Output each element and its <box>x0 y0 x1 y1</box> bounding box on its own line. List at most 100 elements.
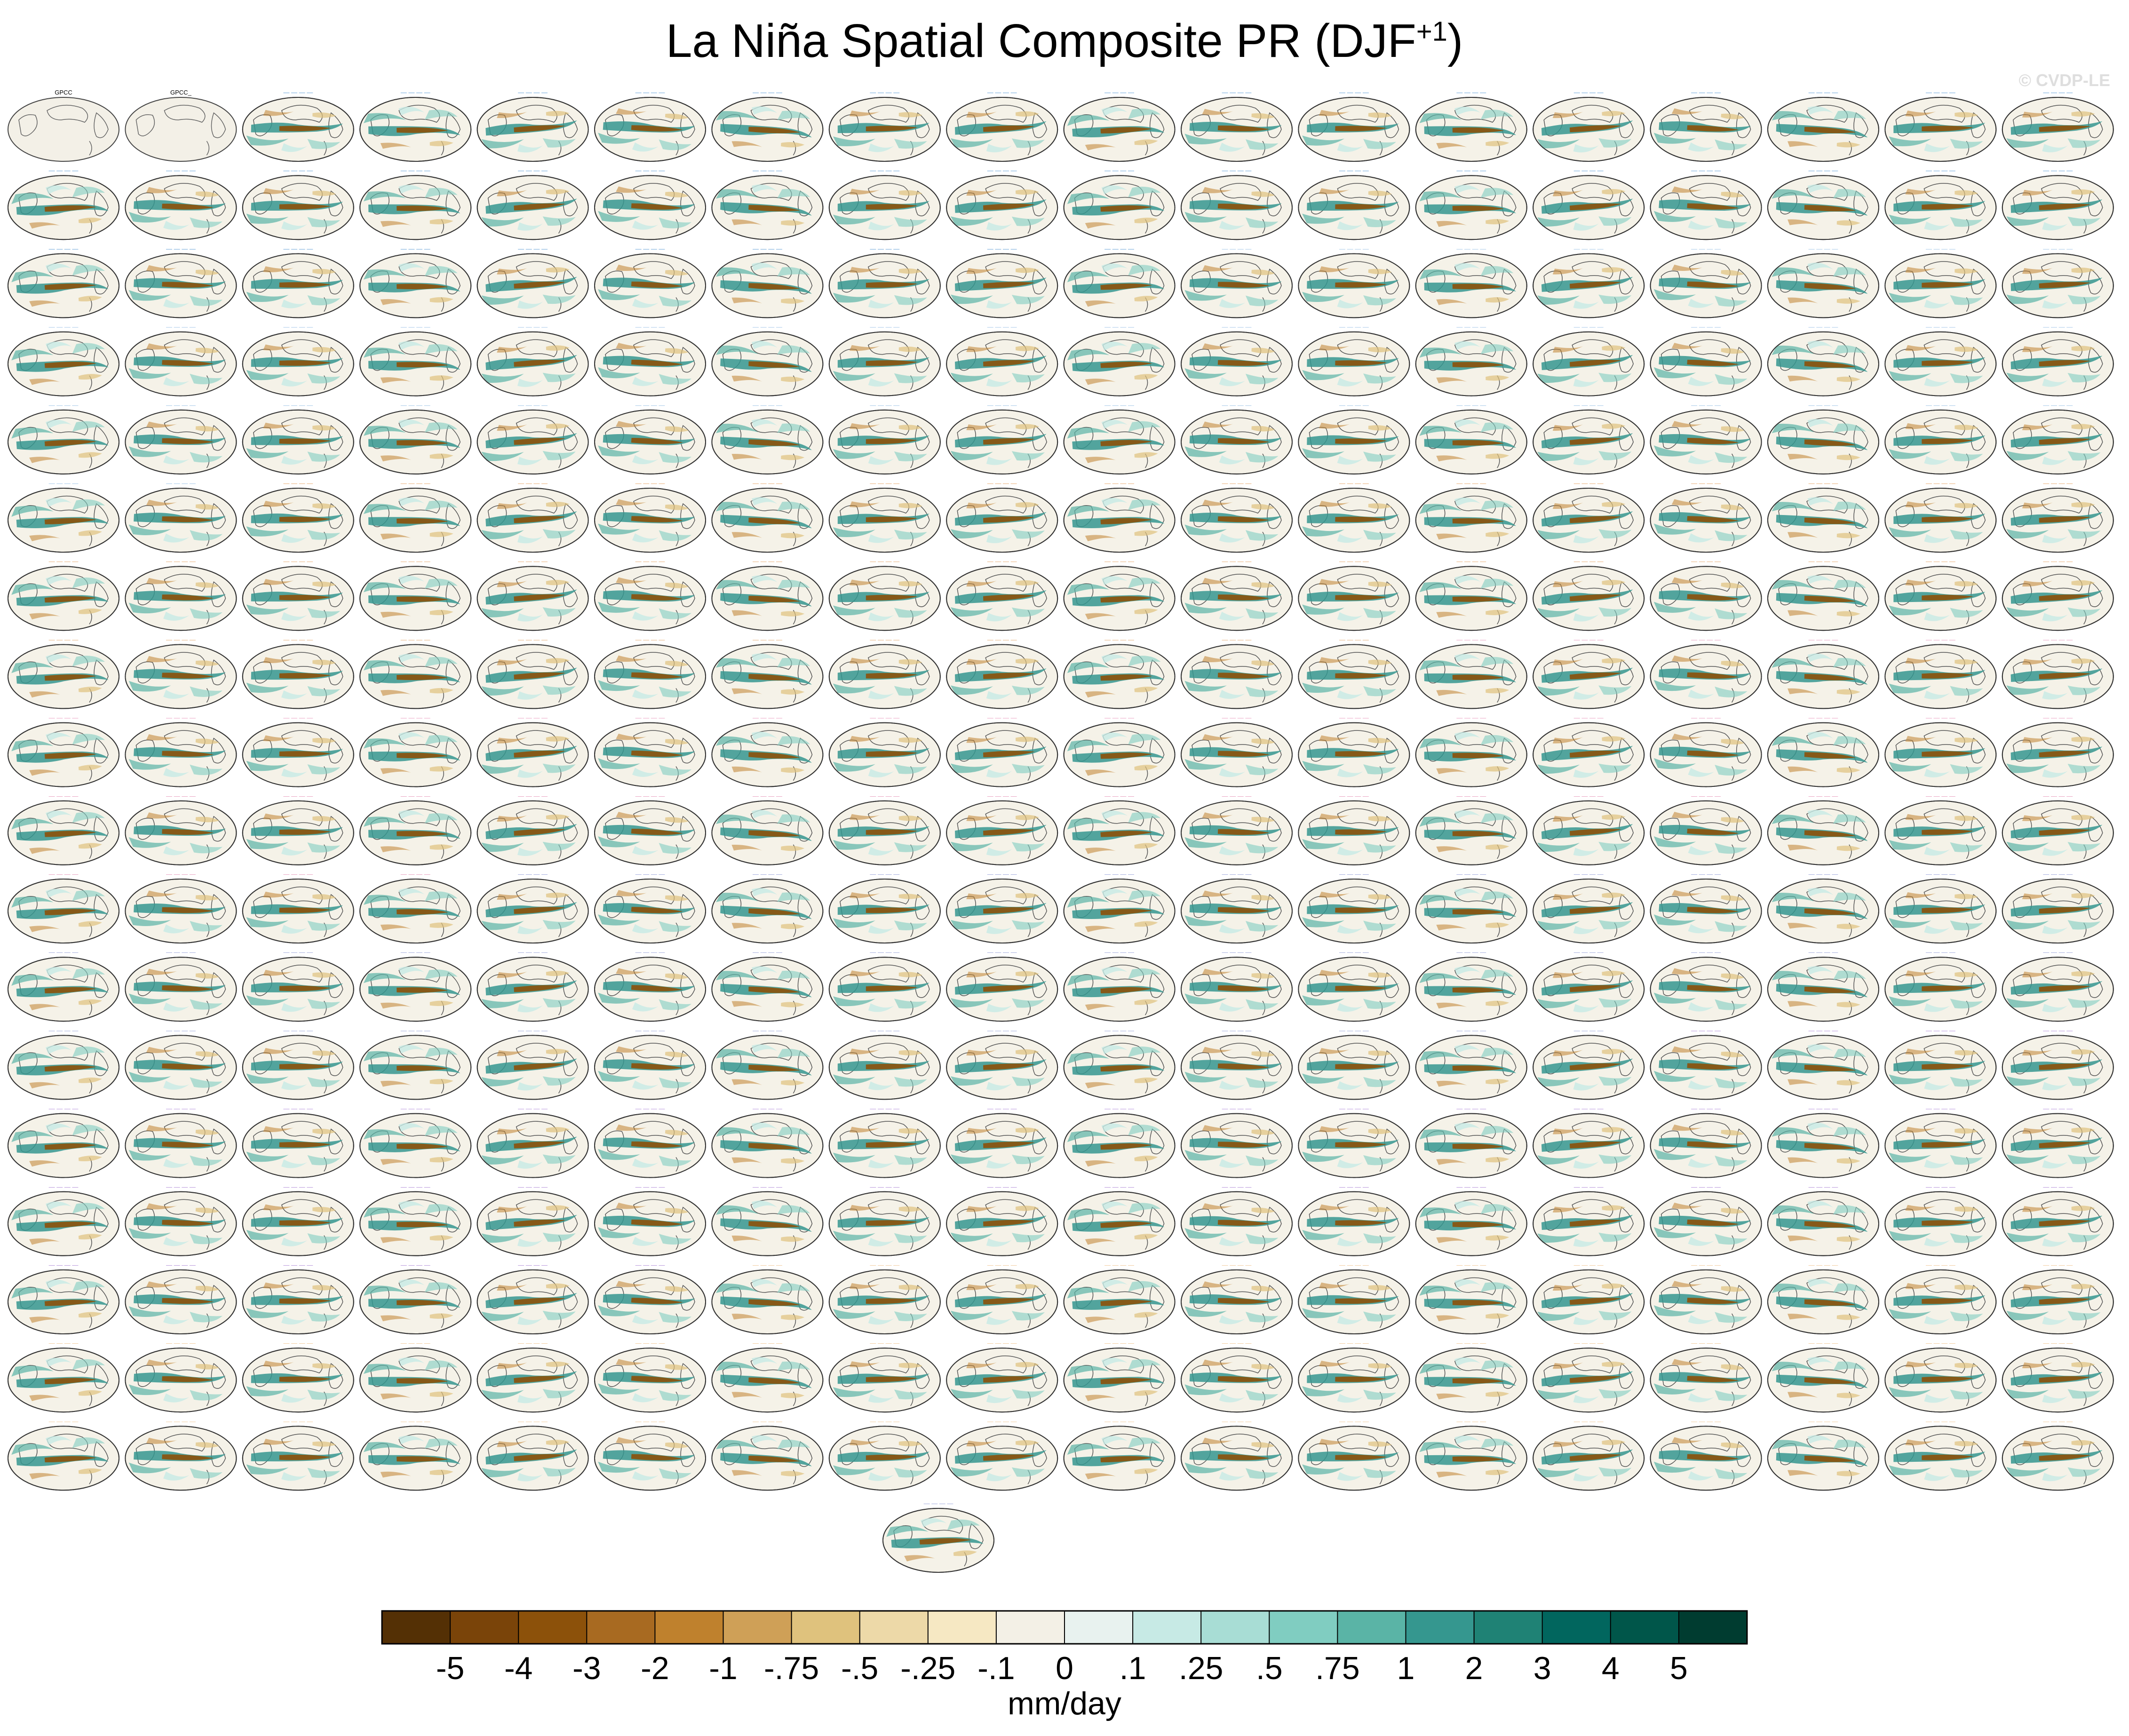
map-panel: — — — — <box>1415 245 1527 318</box>
panel-label: — — — — <box>401 714 430 721</box>
colorbar-tick-label: .5 <box>1256 1650 1283 1686</box>
panel-label: — — — — <box>1456 167 1486 174</box>
panel-label: — — — — <box>870 402 899 409</box>
map-panel: — — — — <box>359 480 472 553</box>
map-panel: — — — — <box>711 245 824 318</box>
panel-label: — — — — <box>49 480 79 487</box>
map-panel: — — — — <box>477 89 589 162</box>
map-panel: — — — — <box>2002 714 2114 787</box>
map-panel: — — — — <box>125 558 237 631</box>
map-panel: — — — — <box>1533 402 1645 475</box>
panel-label: — — — — <box>1222 89 1252 96</box>
panel-label: — — — — <box>753 636 782 643</box>
map-panel: — — — — <box>359 402 472 475</box>
map-panel: — — — — <box>1650 167 1762 240</box>
panel-label: — — — — <box>1809 793 1838 800</box>
map-panel: — — — — <box>1767 480 1879 553</box>
map-panel: — — — — <box>477 871 589 943</box>
title-close: ) <box>1447 15 1463 67</box>
map-panel: — — — — <box>359 636 472 709</box>
colorbar-tick-label: -.25 <box>900 1650 955 1686</box>
panel-label: — — — — <box>1809 245 1838 252</box>
map-panel: — — — — <box>1181 480 1293 553</box>
map-panel: — — — — <box>1415 89 1527 162</box>
map-panel: — — — — <box>946 480 1058 553</box>
map-panel: — — — — <box>125 636 237 709</box>
map-panel: — — — — <box>828 636 941 709</box>
panel-label: — — — — <box>401 558 430 565</box>
panel-label: — — — — <box>49 871 79 878</box>
panel-label: — — — — <box>636 636 665 643</box>
panel-label: — — — — <box>1574 402 1604 409</box>
panel-label: — — — — <box>1456 480 1486 487</box>
panel-label: — — — — <box>1222 167 1252 174</box>
map-panel: — — — — <box>711 167 824 240</box>
panel-label: — — — — <box>166 167 196 174</box>
map-panel: — — — — <box>1181 402 1293 475</box>
colorbar-swatch <box>996 1611 1065 1644</box>
panel-label: — — — — <box>1691 402 1721 409</box>
map-panel: — — — — <box>242 793 354 865</box>
panel-label: — — — — <box>1691 480 1721 487</box>
map-panel: — — — — <box>828 402 941 475</box>
map-panel: — — — — <box>1181 793 1293 865</box>
panel-label: — — — — <box>1104 636 1134 643</box>
panel-label: — — — — <box>1574 793 1604 800</box>
colorbar-tick-label: -1 <box>709 1650 737 1686</box>
map-panel: — — — — <box>359 714 472 787</box>
title-main: La Niña Spatial Composite PR (DJF <box>666 15 1416 67</box>
panel-label: — — — — <box>166 871 196 878</box>
colorbar-tick-label: .1 <box>1120 1650 1146 1686</box>
panel-label: — — — — <box>1339 793 1369 800</box>
panel-label: — — — — <box>518 480 548 487</box>
panel-label: — — — — <box>401 793 430 800</box>
panel-label: — — — — <box>518 636 548 643</box>
panel-label: — — — — <box>1339 245 1369 252</box>
map-panel: — — — — <box>125 402 237 475</box>
map-panel: — — — — <box>1884 167 1997 240</box>
panel-label: — — — — <box>49 714 79 721</box>
panel-label: — — — — <box>401 480 430 487</box>
panel-label: — — — — <box>1456 636 1486 643</box>
panel-label: — — — — <box>518 89 548 96</box>
map-panel: — — — — <box>1298 402 1410 475</box>
colorbar-tick-label: 3 <box>1533 1650 1551 1686</box>
map-panel: — — — — <box>1181 324 1293 396</box>
map-panel: — — — — <box>946 558 1058 631</box>
panel-label: — — — — <box>636 714 665 721</box>
map-panel: — — — — <box>1181 89 1293 162</box>
panel-label: — — — — <box>1926 793 1955 800</box>
panel-label: — — — — <box>1809 402 1838 409</box>
map-panel: — — — — <box>594 402 706 475</box>
panel-label: — — — — <box>636 793 665 800</box>
map-panel: — — — — <box>946 793 1058 865</box>
map-panel: — — — — <box>1063 167 1176 240</box>
panel-label: — — — — <box>1222 324 1252 331</box>
colorbar-swatch <box>1064 1611 1133 1644</box>
map-panel: — — — — <box>1533 636 1645 709</box>
map-panel: — — — — <box>1767 558 1879 631</box>
panel-label: — — — — <box>1809 714 1838 721</box>
map-panel: — — — — <box>828 793 941 865</box>
map-panel: — — — — <box>1533 714 1645 787</box>
panel-label: — — — — <box>870 793 899 800</box>
map-panel: — — — — <box>2002 558 2114 631</box>
map-panel: — — — — <box>242 636 354 709</box>
map-panel: — — — — <box>711 714 824 787</box>
panel-label: — — — — <box>753 793 782 800</box>
map-panel: — — — — <box>242 245 354 318</box>
panel-label: — — — — <box>1691 793 1721 800</box>
panel-label: — — — — <box>870 558 899 565</box>
panel-label: — — — — <box>166 245 196 252</box>
colorbar-swatch <box>587 1611 655 1644</box>
map-panel: — — — — <box>1767 714 1879 787</box>
map-panel: — — — — <box>1767 89 1879 162</box>
panel-label: — — — — <box>283 245 313 252</box>
map-panel: — — — — <box>477 636 589 709</box>
map-panel: — — — — <box>946 167 1058 240</box>
panel-label: — — — — <box>870 714 899 721</box>
map-panel: — — — — <box>1650 245 1762 318</box>
panel-label: — — — — <box>753 480 782 487</box>
map-panel: — — — — <box>359 324 472 396</box>
map-panel: — — — — <box>125 714 237 787</box>
